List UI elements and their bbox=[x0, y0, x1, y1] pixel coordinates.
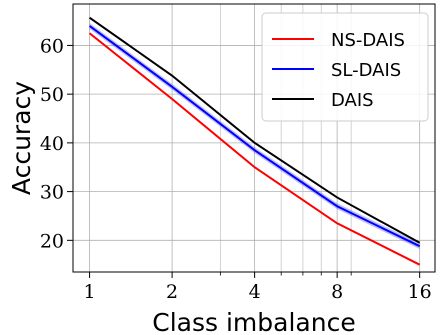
y-axis-label: Accuracy bbox=[7, 81, 36, 195]
series-line bbox=[88, 32, 421, 266]
x-tick-label: 4 bbox=[249, 281, 261, 303]
axis-ticks: 1 2 4 8 16 20 30 40 50 60 bbox=[40, 35, 432, 303]
y-tick-label: 60 bbox=[40, 35, 64, 57]
legend-label: DAIS bbox=[331, 90, 374, 111]
legend: NS-DAIS SL-DAIS DAIS bbox=[261, 12, 429, 122]
plot-frame bbox=[72, 3, 436, 273]
series-line bbox=[89, 16, 421, 244]
series-line bbox=[88, 25, 421, 248]
y-tick-label: 50 bbox=[40, 84, 64, 106]
legend-label: SL-DAIS bbox=[331, 60, 401, 81]
y-tick-label: 20 bbox=[40, 230, 64, 252]
x-tick-label: 2 bbox=[166, 281, 178, 303]
y-tick-label: 40 bbox=[40, 133, 64, 155]
x-tick-label: 1 bbox=[84, 281, 96, 303]
x-tick-label: 8 bbox=[331, 281, 343, 303]
x-axis-label: Class imbalance bbox=[152, 308, 355, 335]
x-tick-label: 16 bbox=[408, 281, 432, 303]
series-lines bbox=[88, 16, 421, 266]
y-tick-label: 30 bbox=[40, 182, 64, 204]
legend-label: NS-DAIS bbox=[331, 30, 405, 51]
